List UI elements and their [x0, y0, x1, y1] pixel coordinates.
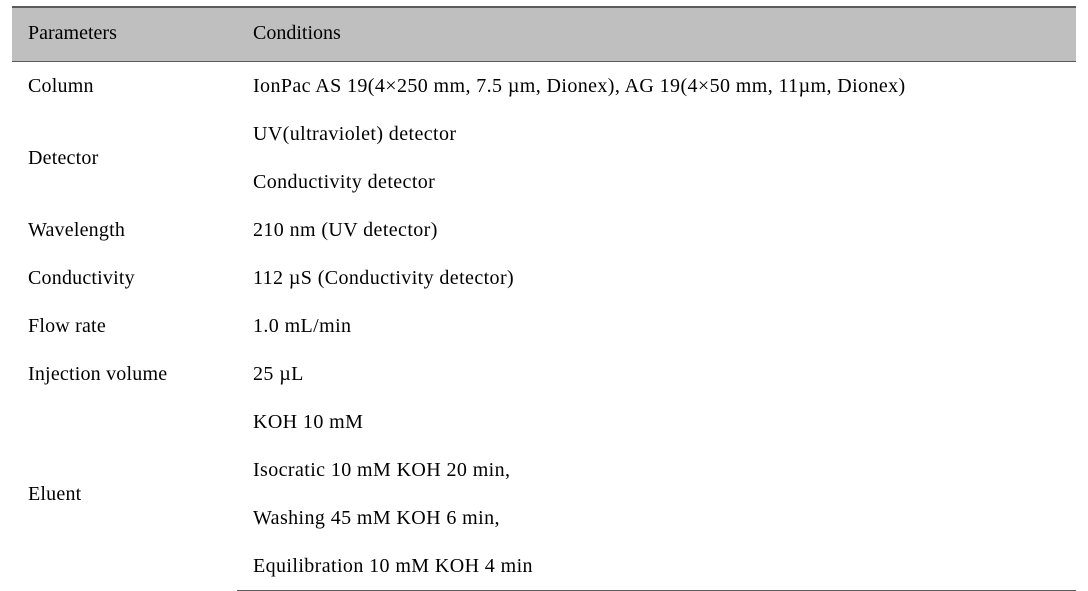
cell-param: Injection volume	[12, 350, 237, 398]
cell-param: Column	[12, 62, 237, 111]
cell-cond: Equilibration 10 mM KOH 4 min	[237, 542, 1076, 591]
cell-param: Eluent	[12, 398, 237, 591]
table-header-row: Parameters Conditions	[12, 7, 1076, 62]
cell-cond: Isocratic 10 mM KOH 20 min,	[237, 446, 1076, 494]
cell-cond: 210 nm (UV detector)	[237, 206, 1076, 254]
cell-cond: Conductivity detector	[237, 158, 1076, 206]
cell-cond: 25 µL	[237, 350, 1076, 398]
cell-param: Conductivity	[12, 254, 237, 302]
table-row: Conductivity 112 µS (Conductivity detect…	[12, 254, 1076, 302]
table-row: Flow rate 1.0 mL/min	[12, 302, 1076, 350]
parameters-table: Parameters Conditions Column IonPac AS 1…	[12, 6, 1076, 591]
cell-param: Wavelength	[12, 206, 237, 254]
table-row: Injection volume 25 µL	[12, 350, 1076, 398]
cell-param: Detector	[12, 110, 237, 206]
cell-param: Flow rate	[12, 302, 237, 350]
cell-cond: 112 µS (Conductivity detector)	[237, 254, 1076, 302]
table-row: Eluent KOH 10 mM	[12, 398, 1076, 446]
table-row: Wavelength 210 nm (UV detector)	[12, 206, 1076, 254]
header-conditions: Conditions	[237, 7, 1076, 62]
header-parameters: Parameters	[12, 7, 237, 62]
cell-cond: 1.0 mL/min	[237, 302, 1076, 350]
cell-cond: UV(ultraviolet) detector	[237, 110, 1076, 158]
cell-cond: IonPac AS 19(4×250 mm, 7.5 µm, Dionex), …	[237, 62, 1076, 111]
cell-cond: Washing 45 mM KOH 6 min,	[237, 494, 1076, 542]
table-row: Detector UV(ultraviolet) detector	[12, 110, 1076, 158]
cell-cond: KOH 10 mM	[237, 398, 1076, 446]
table-row: Column IonPac AS 19(4×250 mm, 7.5 µm, Di…	[12, 62, 1076, 111]
table-container: Parameters Conditions Column IonPac AS 1…	[0, 0, 1088, 570]
